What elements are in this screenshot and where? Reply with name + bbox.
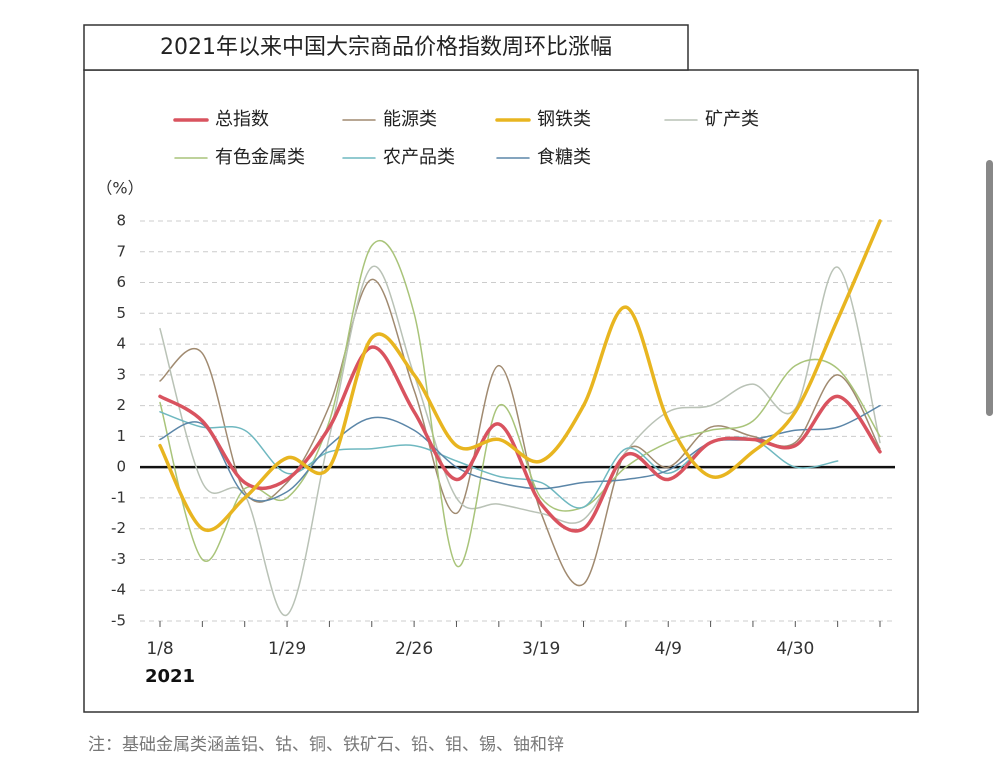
legend-label: 有色金属类 (215, 147, 305, 168)
series-line (158, 219, 882, 533)
title-box (83, 24, 689, 71)
legend-label: 钢铁类 (537, 109, 591, 130)
y-tick-label: 8 (116, 212, 126, 230)
series-line (159, 278, 881, 587)
x-tick-label: 2/26 (395, 639, 433, 659)
y-tick-label: -4 (111, 581, 126, 599)
legend-label: 食糖类 (537, 147, 591, 168)
legend-label: 能源类 (383, 109, 437, 130)
y-tick-label: -5 (111, 612, 126, 630)
scrollbar[interactable] (986, 160, 993, 416)
y-tick-label: 1 (116, 427, 126, 445)
legend-label: 农产品类 (383, 147, 455, 168)
x-tick-label: 1/29 (268, 639, 306, 659)
x-tick-label: 3/19 (522, 639, 560, 659)
y-tick-label: 3 (116, 365, 126, 383)
x-tick-label: 1/8 (146, 639, 173, 659)
y-tick-label: 6 (116, 273, 126, 291)
x-tick-label: 4/9 (655, 639, 682, 659)
y-tick-label: 5 (116, 304, 126, 322)
y-tick-label: -2 (111, 519, 126, 537)
y-tick-label: -3 (111, 550, 126, 568)
legend-label: 总指数 (215, 109, 269, 130)
series-line (158, 345, 882, 533)
chart-title: 2021年以来中国大宗商品价格指数周环比涨幅 (160, 35, 612, 60)
series-line (159, 265, 881, 616)
y-tick-label: 4 (116, 335, 126, 353)
y-tick-label: -1 (111, 488, 126, 506)
y-unit: （%） (96, 179, 143, 198)
year-label: 2021 (145, 666, 195, 687)
x-tick-label: 4/30 (776, 639, 814, 659)
y-tick-label: 0 (116, 458, 126, 476)
y-tick-label: 7 (116, 242, 126, 260)
y-tick-label: 2 (116, 396, 126, 414)
note: 注：基础金属类涵盖铝、钴、铜、铁矿石、铅、钼、锡、铀和锌 (88, 735, 564, 755)
legend-label: 矿产类 (705, 109, 759, 130)
series-line (159, 239, 881, 568)
